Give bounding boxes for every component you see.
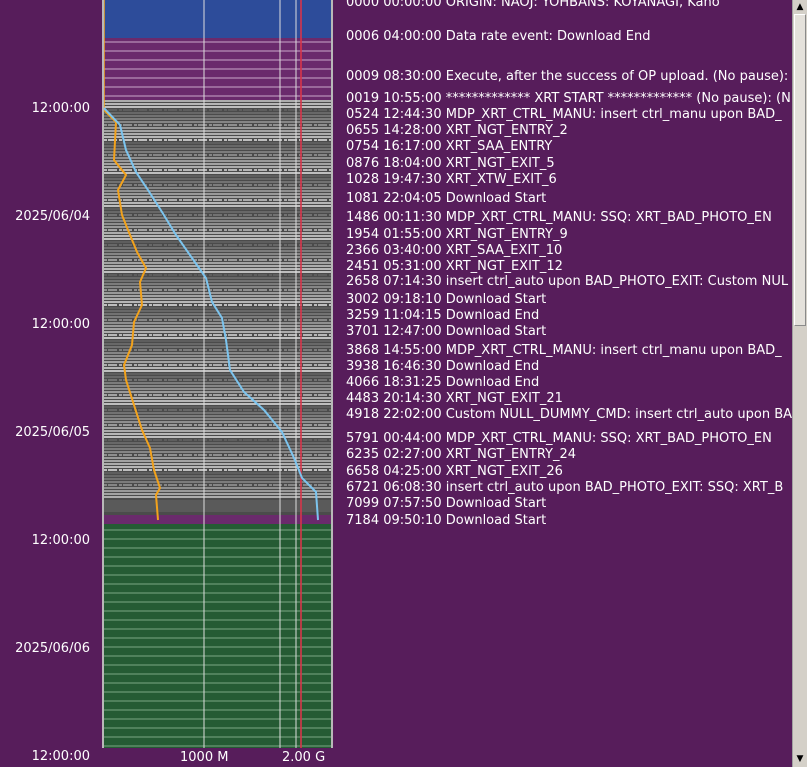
event-list-item[interactable]: 2451 05:31:00 XRT_NGT_EXIT_12: [346, 259, 563, 274]
event-list-item[interactable]: 0019 10:55:00 ************* XRT START **…: [346, 91, 791, 106]
event-list-item[interactable]: 5791 00:44:00 MDP_XRT_CTRL_MANU: SSQ: XR…: [346, 431, 772, 446]
event-list-item[interactable]: 3259 11:04:15 Download End: [346, 308, 540, 323]
event-list-item[interactable]: 2366 03:40:00 XRT_SAA_EXIT_10: [346, 243, 563, 258]
event-list-item[interactable]: 0655 14:28:00 XRT_NGT_ENTRY_2: [346, 123, 568, 138]
blue-trace: [104, 107, 319, 521]
time-axis-label: 12:00:00: [31, 101, 90, 116]
time-axis-label: 12:00:00: [31, 533, 90, 548]
event-list-item[interactable]: 1486 00:11:30 MDP_XRT_CTRL_MANU: SSQ: XR…: [346, 210, 772, 225]
event-list-item[interactable]: 4066 18:31:25 Download End: [346, 375, 540, 390]
x-tick-label-2g: 2.00 G: [282, 750, 326, 765]
event-list-item[interactable]: 3868 14:55:00 MDP_XRT_CTRL_MANU: insert …: [346, 343, 782, 358]
time-axis: 12:00:00 2025/06/04 12:00:00 2025/06/05 12:0…: [0, 0, 100, 767]
event-list-item[interactable]: 1028 19:47:30 XRT_XTW_EXIT_6: [346, 172, 557, 187]
event-list-item[interactable]: 4483 20:14:30 XRT_NGT_EXIT_21: [346, 391, 563, 406]
event-list-item[interactable]: 0000 00:00:00 ORIGIN: NAOJ: YOHBANS: KOY…: [346, 0, 720, 10]
event-list-item[interactable]: 0524 12:44:30 MDP_XRT_CTRL_MANU: insert …: [346, 107, 782, 122]
time-axis-label: 2025/06/06: [15, 641, 90, 656]
time-axis-label: 2025/06/04: [15, 209, 90, 224]
event-list-item[interactable]: 6658 04:25:00 XRT_NGT_EXIT_26: [346, 464, 563, 479]
event-list[interactable]: 0000 00:00:00 ORIGIN: NAOJ: YOHBANS: KOY…: [346, 0, 792, 767]
time-axis-label: 2025/06/05: [15, 425, 90, 440]
future-band: [104, 524, 331, 748]
event-list-item[interactable]: 7184 09:50:10 Download Start: [346, 513, 547, 528]
time-axis-label: 12:00:00: [31, 749, 90, 764]
event-list-item[interactable]: 0006 04:00:00 Data rate event: Download …: [346, 29, 651, 44]
event-list-item[interactable]: 3002 09:18:10 Download Start: [346, 292, 547, 307]
event-list-item[interactable]: 6235 02:27:00 XRT_NGT_ENTRY_24: [346, 447, 577, 462]
scroll-down-arrow-icon[interactable]: ▼: [796, 754, 804, 764]
event-list-item[interactable]: 7099 07:57:50 Download Start: [346, 496, 547, 511]
event-list-item[interactable]: 0754 16:17:00 XRT_SAA_ENTRY: [346, 139, 553, 154]
event-list-item[interactable]: 4918 22:02:00 Custom NULL_DUMMY_CMD: ins…: [346, 407, 792, 422]
scroll-up-arrow-icon[interactable]: ▲: [796, 2, 804, 12]
event-list-item[interactable]: 6721 06:08:30 insert ctrl_auto upon BAD_…: [346, 480, 784, 495]
event-list-item[interactable]: 1081 22:04:05 Download Start: [346, 191, 547, 206]
scroll-thumb[interactable]: [794, 14, 806, 326]
timeline-plot-svg: [104, 0, 331, 748]
orange-trace: [104, 109, 162, 521]
event-list-item[interactable]: 0009 08:30:00 Execute, after the success…: [346, 69, 792, 84]
x-tick-label-1000m: 1000 M: [180, 750, 229, 765]
time-axis-label: 12:00:00: [31, 317, 90, 332]
x-axis: 1000 M 2.00 G: [102, 748, 333, 767]
timeline-plot[interactable]: [102, 0, 333, 748]
event-list-item[interactable]: 3701 12:47:00 Download Start: [346, 324, 547, 339]
event-list-item[interactable]: 2658 07:14:30 insert ctrl_auto upon BAD_…: [346, 274, 789, 289]
upload-band: [104, 0, 331, 38]
executed-tail: [104, 500, 331, 512]
vertical-scrollbar[interactable]: ▲ ▼: [792, 0, 807, 767]
event-list-item[interactable]: 3938 16:46:30 Download End: [346, 359, 540, 374]
event-list-item[interactable]: 1954 01:55:00 XRT_NGT_ENTRY_9: [346, 227, 568, 242]
event-list-item[interactable]: 0876 18:04:00 XRT_NGT_EXIT_5: [346, 156, 555, 171]
